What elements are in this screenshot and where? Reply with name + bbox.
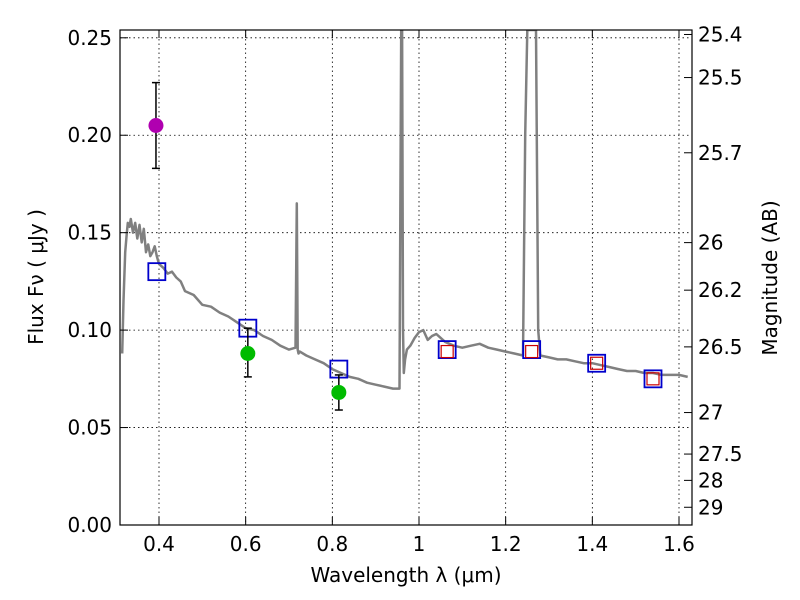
plot-frame — [119, 29, 693, 526]
x-tick-label: 0.4 — [143, 532, 175, 556]
x-tick-label: 1.6 — [663, 532, 695, 556]
y-tick-label: 0.05 — [67, 416, 112, 440]
x-tick-label: 0.6 — [230, 532, 262, 556]
upper-limit-square — [440, 344, 454, 359]
x-tick-label: 1.2 — [490, 532, 522, 556]
y-axis-label: Flux Fν ( μJy ) — [24, 209, 48, 345]
magnitude-tick-label: 28 — [698, 468, 723, 492]
x-tick-label: 1 — [413, 532, 426, 556]
model-photometry-square — [147, 262, 167, 282]
magnitude-tick-label: 26 — [698, 231, 723, 255]
x-tick-label: 0.8 — [316, 532, 348, 556]
upper-limit-square — [525, 344, 539, 359]
markers — [147, 81, 663, 411]
y-axis-right-label: Magnitude (AB) — [758, 200, 782, 355]
magnitude-tick-label: 25.7 — [698, 141, 743, 165]
upper-limit-square — [590, 356, 604, 370]
magnitude-tick-label: 25.4 — [698, 22, 743, 46]
magnitude-tick-label: 27.5 — [698, 442, 743, 466]
upper-limit-square — [646, 372, 660, 386]
y-tick-label: 0.15 — [67, 221, 112, 245]
observed-flux-point — [331, 384, 347, 400]
model-photometry-square — [587, 353, 607, 373]
y-tick-label: 0.25 — [67, 26, 112, 50]
y-tick-label: 0.10 — [67, 318, 112, 342]
magnitude-tick-label: 27 — [698, 401, 723, 425]
magnitude-tick-label: 26.5 — [698, 335, 743, 359]
magnitude-tick-label: 29 — [698, 495, 723, 519]
model-photometry-square — [643, 369, 663, 389]
observed-flux-point — [148, 117, 164, 133]
x-tick-label: 1.4 — [576, 532, 608, 556]
x-axis-label: Wavelength λ (μm) — [310, 563, 501, 587]
magnitude-tick-label: 26.2 — [698, 278, 743, 302]
y-tick-label: 0.20 — [67, 123, 112, 147]
axis-ticks: 0.4 0.6 0.8 1 1.2 1.4 1.6 0.00 0.05 0.10 0.15 0.20 0… — [67, 22, 742, 556]
y-tick-label: 0.00 — [67, 513, 112, 537]
observed-flux-point — [240, 346, 256, 362]
magnitude-tick-label: 25.5 — [698, 66, 743, 90]
